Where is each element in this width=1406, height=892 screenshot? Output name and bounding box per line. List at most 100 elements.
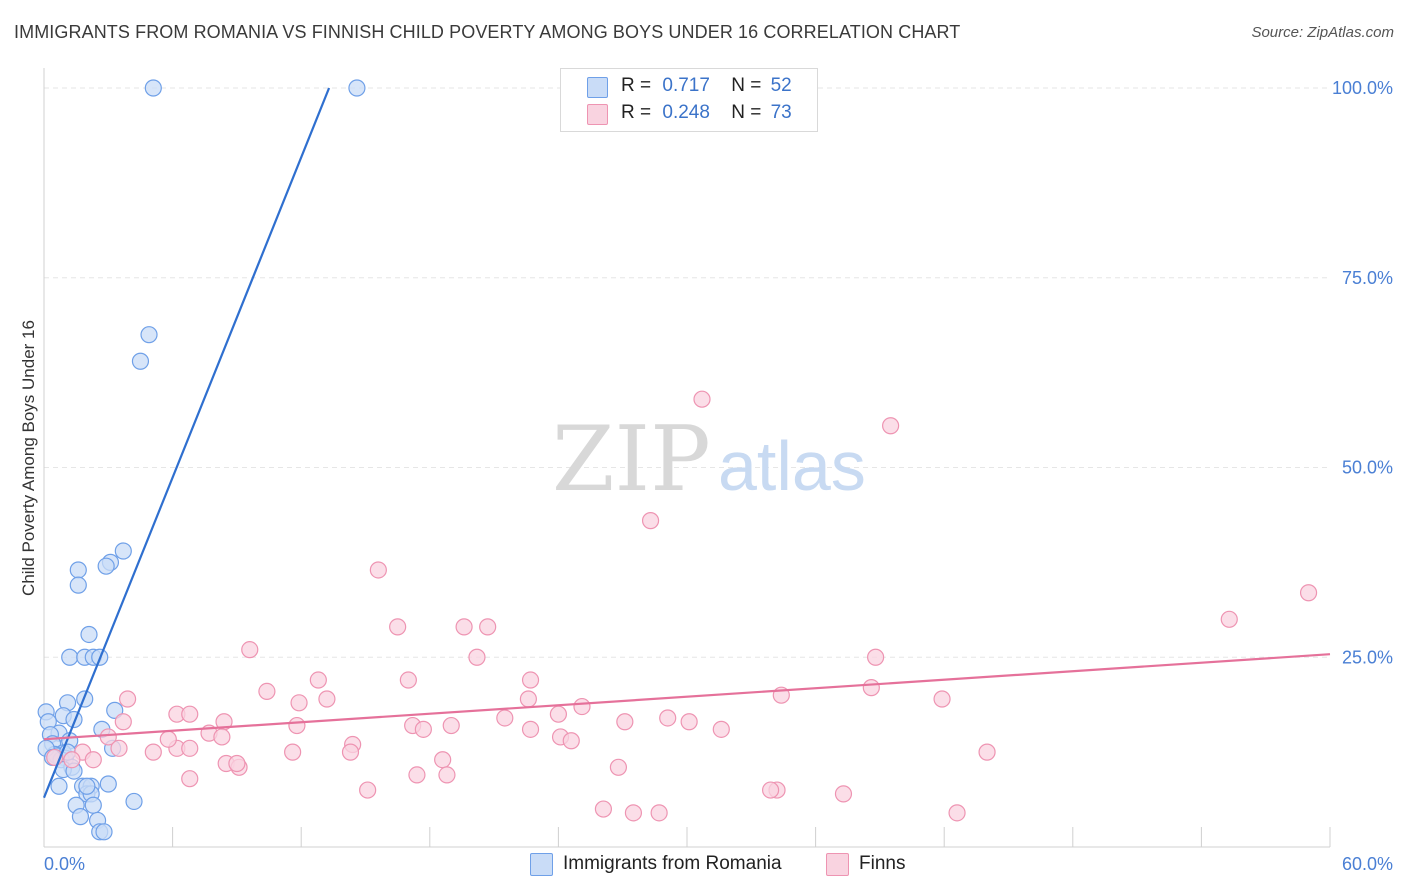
point-romania <box>95 823 113 841</box>
point-finns <box>862 679 880 697</box>
point-finns <box>1299 584 1318 602</box>
legend-n-value-romania: 52 <box>770 75 792 96</box>
point-finns <box>434 751 452 769</box>
point-finns <box>519 690 537 708</box>
point-romania <box>80 625 98 644</box>
y-axis-label: Child Poverty Among Boys Under 16 <box>19 320 38 596</box>
point-finns <box>114 713 132 731</box>
trend-lines <box>42 87 1331 799</box>
point-romania <box>99 775 117 793</box>
point-finns <box>228 754 246 773</box>
x-tick-label: 60.0% <box>1342 854 1393 874</box>
legend-swatch-finns <box>587 104 608 125</box>
point-finns <box>414 720 432 738</box>
chart-title: IMMIGRANTS FROM ROMANIA VS FINNISH CHILD… <box>14 22 961 42</box>
legend-r-value-finns: 0.248 <box>662 102 710 123</box>
point-finns <box>609 758 628 776</box>
point-finns <box>693 390 711 408</box>
point-romania <box>84 796 102 814</box>
point-romania <box>71 808 90 826</box>
y-tick-label: 50.0% <box>1342 458 1393 478</box>
point-finns <box>118 690 137 708</box>
point-finns <box>616 713 634 731</box>
point-romania <box>125 792 143 811</box>
point-finns <box>562 732 580 750</box>
legend-r-label: R = <box>621 102 652 123</box>
trend-line-romania <box>42 87 331 799</box>
point-romania <box>131 352 150 370</box>
trend-line-finns <box>43 653 1331 741</box>
point-romania <box>69 576 87 594</box>
point-finns <box>159 730 177 748</box>
watermark-zip: ZIP <box>552 407 711 512</box>
point-finns <box>867 648 885 666</box>
point-finns <box>650 804 668 822</box>
point-finns <box>761 781 780 799</box>
point-finns <box>468 648 486 666</box>
point-finns <box>110 739 128 757</box>
point-finns <box>521 671 540 689</box>
x-tick-label: 0.0% <box>44 854 85 874</box>
point-finns <box>573 697 591 716</box>
point-finns <box>241 641 259 659</box>
point-finns <box>181 770 199 788</box>
point-romania <box>61 648 79 666</box>
point-finns <box>399 671 417 689</box>
point-finns <box>359 781 377 799</box>
tick-labels: 25.0% 50.0% 75.0% 100.0% 0.0% 60.0% <box>44 78 1393 874</box>
legend-label-finns: Finns <box>859 853 906 874</box>
point-romania <box>106 701 124 719</box>
point-finns <box>408 766 426 784</box>
point-finns <box>181 739 199 757</box>
point-finns <box>933 690 951 708</box>
legend-r-value-romania: 0.717 <box>662 75 710 96</box>
legend-swatch-romania <box>587 77 608 98</box>
point-finns <box>641 512 660 530</box>
chart-source: Source: ZipAtlas.com <box>1251 24 1394 41</box>
point-finns <box>258 682 276 701</box>
y-tick-label: 75.0% <box>1342 268 1393 288</box>
point-finns <box>309 671 327 689</box>
y-tick-label: 100.0% <box>1332 78 1393 98</box>
point-romania <box>78 777 96 795</box>
point-finns <box>84 751 102 769</box>
point-finns <box>521 720 540 738</box>
point-finns <box>438 766 456 784</box>
point-finns <box>341 743 360 761</box>
point-finns <box>389 618 407 636</box>
legend-swatch-finns <box>826 853 849 876</box>
series-finns-points <box>46 390 1318 822</box>
point-romania <box>69 561 87 579</box>
point-finns <box>882 417 900 435</box>
y-tick-label: 25.0% <box>1342 647 1393 667</box>
point-romania <box>50 777 68 795</box>
point-finns <box>948 804 966 822</box>
grid-lines <box>44 87 1330 658</box>
point-finns <box>1220 610 1238 628</box>
point-finns <box>496 709 514 727</box>
legend-label-romania: Immigrants from Romania <box>563 853 782 874</box>
legend-n-value-finns: 73 <box>770 102 792 123</box>
legend-r-label: R = <box>621 75 652 96</box>
point-finns <box>213 728 231 746</box>
point-finns <box>549 705 568 723</box>
point-romania <box>144 79 162 97</box>
point-finns <box>290 694 308 712</box>
point-finns <box>284 743 302 761</box>
watermark: ZIP atlas <box>552 407 866 512</box>
series-romania-points <box>37 79 366 841</box>
point-finns <box>594 800 613 818</box>
legend-n-label: N = <box>731 102 762 123</box>
point-finns <box>455 618 473 636</box>
point-finns <box>479 618 497 636</box>
point-finns <box>624 804 643 822</box>
legend-swatch-romania <box>530 853 553 876</box>
point-finns <box>680 713 698 731</box>
legend-n-label: N = <box>731 75 762 96</box>
point-finns <box>442 716 460 735</box>
point-finns <box>834 785 853 803</box>
point-romania <box>114 542 132 560</box>
point-romania <box>348 79 366 97</box>
watermark-atlas: atlas <box>718 427 866 505</box>
